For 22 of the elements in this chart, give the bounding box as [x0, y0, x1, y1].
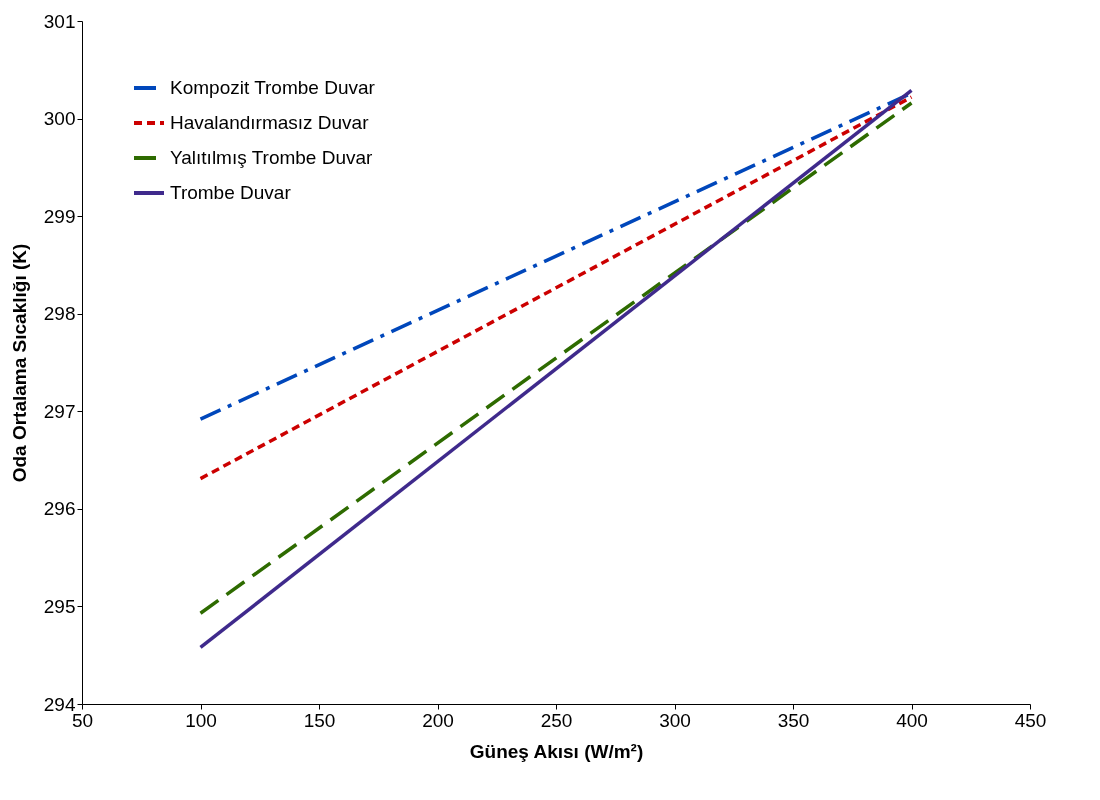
x-tick-label: 450	[1014, 709, 1047, 731]
y-tick-label: 301	[43, 10, 76, 32]
y-axis-title: Oda Ortalama Sıcaklığı (K)	[8, 243, 30, 483]
x-tick-label: 200	[422, 709, 454, 731]
y-tick-label: 296	[43, 498, 76, 520]
x-tick-label: 400	[896, 709, 928, 731]
x-tick-label: 100	[185, 709, 217, 731]
y-tick-label: 297	[43, 400, 76, 422]
legend-label: Kompozit Trombe Duvar	[170, 77, 376, 98]
y-tick-label: 298	[43, 303, 76, 325]
y-tick-label: 295	[43, 595, 76, 617]
x-axis-title: Güneş Akısı (W/m²)	[469, 740, 644, 762]
y-tick-label: 300	[43, 108, 76, 130]
x-tick-label: 350	[777, 709, 810, 731]
x-tick-label: 150	[303, 709, 336, 731]
legend-label: Trombe Duvar	[170, 182, 292, 203]
legend-label: Havalandırmasız Duvar	[170, 112, 370, 133]
y-tick-label: 299	[43, 205, 76, 227]
y-tick-label: 294	[43, 693, 76, 715]
x-tick-label: 250	[540, 709, 573, 731]
x-tick-label: 300	[659, 709, 691, 731]
legend-label: Yalıtılmış Trombe Duvar	[170, 147, 374, 168]
